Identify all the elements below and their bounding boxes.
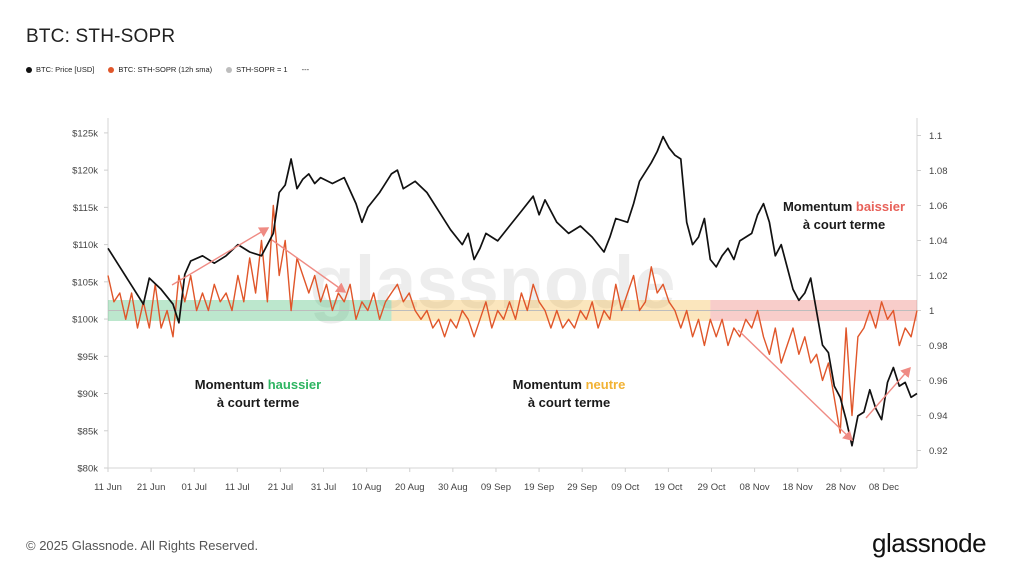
y-right-tick-label: 0.94: [929, 411, 948, 422]
y-left-tick-label: $95k: [77, 352, 98, 363]
x-tick-label: 29 Sep: [567, 482, 597, 493]
legend-item-baseline[interactable]: STH-SOPR = 1: [226, 65, 288, 74]
x-tick-label: 18 Nov: [783, 482, 813, 493]
annotation-prefix: Momentum: [195, 377, 268, 392]
y-left-tick-label: $125k: [72, 128, 98, 139]
annotation-keyword: neutre: [586, 377, 626, 392]
glassnode-logo: glassnode: [872, 528, 987, 558]
chart-title: BTC: STH-SOPR: [26, 26, 176, 47]
x-tick-label: 09 Sep: [481, 482, 511, 493]
annotation-prefix: Momentum: [513, 377, 586, 392]
annotation-neutral-line1: Momentum neutre: [513, 377, 626, 392]
annotation-bull-line2: à court terme: [217, 395, 299, 410]
y-right-tick-label: 1.1: [929, 131, 942, 142]
legend-dot-price: [26, 66, 32, 73]
legend-item-sopr[interactable]: BTC: STH-SOPR (12h sma): [108, 65, 212, 74]
y-left-tick-label: $115k: [73, 203, 98, 214]
legend-label-sopr: BTC: STH-SOPR (12h sma): [118, 65, 213, 74]
y-left-tick-label: $120k: [72, 166, 98, 177]
y-right-tick-label: 1.02: [929, 271, 948, 282]
annotation-bear-line1: Momentum baissier: [783, 199, 905, 214]
x-tick-label: 11 Jul: [225, 482, 250, 493]
x-tick-label: 10 Aug: [352, 482, 382, 493]
x-tick-label: 21 Jun: [137, 482, 166, 493]
y-left-tick-label: $105k: [72, 277, 98, 288]
x-tick-label: 19 Oct: [654, 482, 682, 493]
x-tick-label: 09 Oct: [611, 482, 639, 493]
legend-more: ---: [301, 65, 310, 74]
y-right-tick-label: 1.08: [929, 166, 948, 177]
x-tick-label: 31 Jul: [311, 482, 336, 493]
legend-item-price[interactable]: BTC: Price [USD]: [26, 65, 94, 74]
x-tick-label: 01 Jul: [182, 482, 207, 493]
legend-dot-baseline: [226, 66, 233, 73]
x-tick-label: 21 Jul: [268, 482, 293, 493]
arrow-down-november: [737, 329, 854, 441]
x-tick-label: 08 Dec: [869, 482, 899, 493]
annotation-bear-line2: à court terme: [803, 217, 885, 232]
y-right-tick-label: 1.06: [929, 201, 948, 212]
arrow-down-july: [271, 239, 347, 293]
y-right-tick-label: 0.92: [929, 446, 948, 457]
legend-item-more[interactable]: ---: [302, 65, 310, 74]
y-right-tick-label: 0.98: [929, 341, 948, 352]
series-sth-sopr-line: [107, 204, 918, 434]
arrow-up-december: [865, 366, 911, 419]
x-tick-label: 19 Sep: [524, 482, 554, 493]
y-right-tick-label: 1.04: [929, 236, 948, 247]
legend: BTC: Price [USD] BTC: STH-SOPR (12h sma)…: [26, 65, 309, 74]
annotation-neutral-line2: à court terme: [528, 395, 610, 410]
y-left-tick-label: $80k: [77, 464, 98, 475]
legend-label-price: BTC: Price [USD]: [36, 65, 95, 74]
annotation-bull-line1: Momentum haussier: [195, 377, 321, 392]
legend-label-baseline: STH-SOPR = 1: [236, 65, 288, 74]
series-btc-price-line: [107, 135, 918, 447]
legend-dot-sopr: [108, 66, 115, 73]
y-left-tick-label: $85k: [77, 426, 98, 437]
x-tick-label: 28 Nov: [826, 482, 856, 493]
annotation-keyword: baissier: [856, 199, 905, 214]
y-left-tick-label: $90k: [77, 389, 98, 400]
annotation-prefix: Momentum: [783, 199, 856, 214]
annotation-keyword: haussier: [268, 377, 321, 392]
x-tick-label: 08 Nov: [740, 482, 770, 493]
x-tick-label: 20 Aug: [395, 482, 425, 493]
x-tick-label: 29 Oct: [698, 482, 726, 493]
copyright-text: © 2025 Glassnode. All Rights Reserved.: [26, 538, 259, 553]
arrow-up-early: [171, 227, 270, 286]
y-left-tick-label: $100k: [72, 315, 98, 326]
y-right-tick-label: 1: [929, 306, 934, 317]
x-tick-label: 30 Aug: [438, 482, 468, 493]
y-right-tick-label: 0.96: [929, 376, 948, 387]
y-left-tick-label: $110k: [73, 240, 98, 251]
x-tick-label: 11 Jun: [94, 482, 122, 493]
